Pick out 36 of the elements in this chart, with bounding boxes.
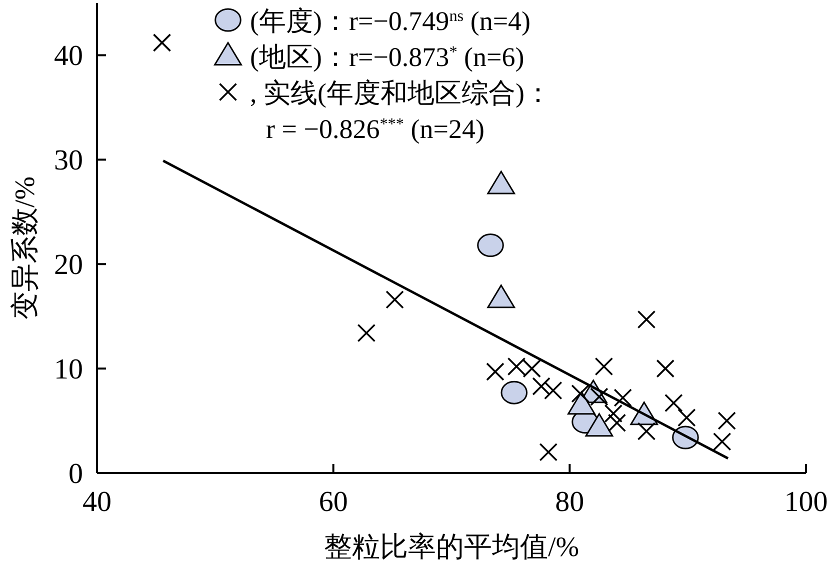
y-tick-label: 10 — [54, 354, 83, 386]
point — [608, 414, 626, 432]
point — [604, 404, 623, 423]
point — [637, 422, 656, 440]
point — [544, 381, 562, 400]
point — [718, 412, 736, 430]
legend-label: (地区)：r=−0.873$^{*}$ (n=6) — [250, 42, 524, 72]
point — [656, 359, 675, 378]
point — [500, 380, 528, 404]
point — [507, 357, 526, 376]
y-tick-label: 20 — [54, 249, 83, 282]
x-tick-label: 100 — [784, 486, 828, 518]
point — [357, 324, 376, 342]
point — [522, 359, 542, 378]
point — [486, 362, 504, 381]
point — [532, 377, 550, 396]
point — [712, 432, 732, 451]
legend-label: (年度)：r=−0.749$^{ns}$ (n=4) — [250, 6, 531, 36]
x-tick-label: 60 — [318, 486, 348, 518]
x-tick-label: 80 — [555, 486, 584, 518]
x-axis-title: 整粒比率的平均值/% — [324, 532, 580, 563]
point — [477, 234, 504, 258]
y-tick-label: 40 — [54, 40, 83, 72]
point — [614, 388, 632, 407]
x-tick-label: 40 — [82, 486, 112, 518]
legend-label: , 实线(年度和地区综合)： r = −0.826$^{***}$ (n=24) — [250, 78, 552, 144]
point — [637, 310, 656, 329]
y-tick-label: 0 — [68, 458, 83, 490]
point — [386, 290, 404, 309]
y-tick-label: 30 — [54, 144, 83, 177]
y-axis-title: 变异系数/% — [10, 176, 41, 320]
point — [594, 357, 614, 376]
point — [664, 394, 683, 412]
point — [539, 442, 558, 462]
point — [152, 34, 172, 52]
point — [678, 408, 696, 427]
